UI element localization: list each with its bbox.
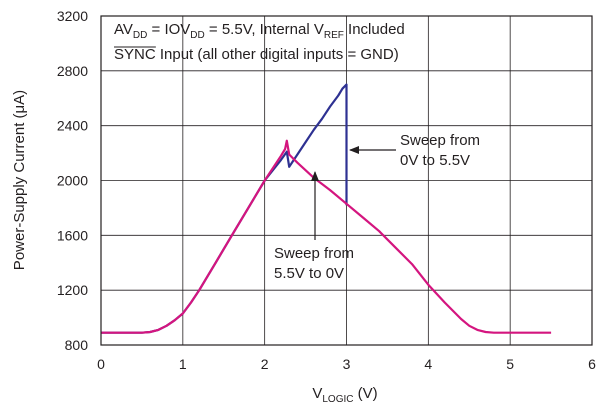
cond-iov: = IOV xyxy=(147,21,190,38)
series-line-sweep-down xyxy=(101,141,551,333)
series-line-sweep-up xyxy=(101,85,347,333)
sync-rest-text: Input (all other digital inputs = GND) xyxy=(156,46,399,63)
annotation-1-line-1: Sweep from xyxy=(400,132,480,149)
annotation-2-line-1: Sweep from xyxy=(274,245,354,262)
y-tick-label: 1600 xyxy=(57,227,88,243)
y-axis-ticks: 800 1200 1600 2000 2400 2800 3200 xyxy=(57,8,88,353)
cond-dd-sub-2: DD xyxy=(190,30,204,41)
condition-line-1: AVDD = IOVDD = 5.5V, Internal VREF Inclu… xyxy=(114,21,405,41)
cond-ref-sub: REF xyxy=(324,30,344,41)
cond-av: AV xyxy=(114,21,133,38)
x-tick-label: 5 xyxy=(506,356,514,372)
x-axis-ticks: 0 1 2 3 4 5 6 xyxy=(97,356,596,372)
cond-vref: = 5.5V, Internal V xyxy=(205,21,324,38)
x-axis-title-unit: (V) xyxy=(353,385,377,402)
x-tick-label: 4 xyxy=(424,356,432,372)
x-tick-label: 0 xyxy=(97,356,105,372)
sync-overline-text: SYNC xyxy=(114,46,156,63)
y-tick-label: 2800 xyxy=(57,63,88,79)
cond-dd-sub-1: DD xyxy=(133,30,147,41)
x-axis-title-sub: LOGIC xyxy=(322,394,353,405)
y-tick-label: 1200 xyxy=(57,282,88,298)
x-tick-label: 1 xyxy=(179,356,187,372)
y-tick-label: 2000 xyxy=(57,173,88,189)
y-tick-label: 800 xyxy=(65,337,89,353)
y-tick-label: 3200 xyxy=(57,8,88,24)
x-tick-label: 2 xyxy=(261,356,269,372)
x-axis-title-main: V xyxy=(312,385,322,402)
x-tick-label: 6 xyxy=(588,356,596,372)
series-layer xyxy=(101,85,551,333)
y-tick-label: 2400 xyxy=(57,118,88,134)
condition-line-2: SYNC Input (all other digital inputs = G… xyxy=(114,46,399,63)
y-axis-title: Power-Supply Current (μA) xyxy=(11,90,28,270)
x-tick-label: 3 xyxy=(343,356,351,372)
annotation-1-line-2: 0V to 5.5V xyxy=(400,152,470,169)
x-axis-title: VLOGIC (V) xyxy=(312,385,377,405)
cond-included: Included xyxy=(344,21,405,38)
annotation-2-line-2: 5.5V to 0V xyxy=(274,265,344,282)
